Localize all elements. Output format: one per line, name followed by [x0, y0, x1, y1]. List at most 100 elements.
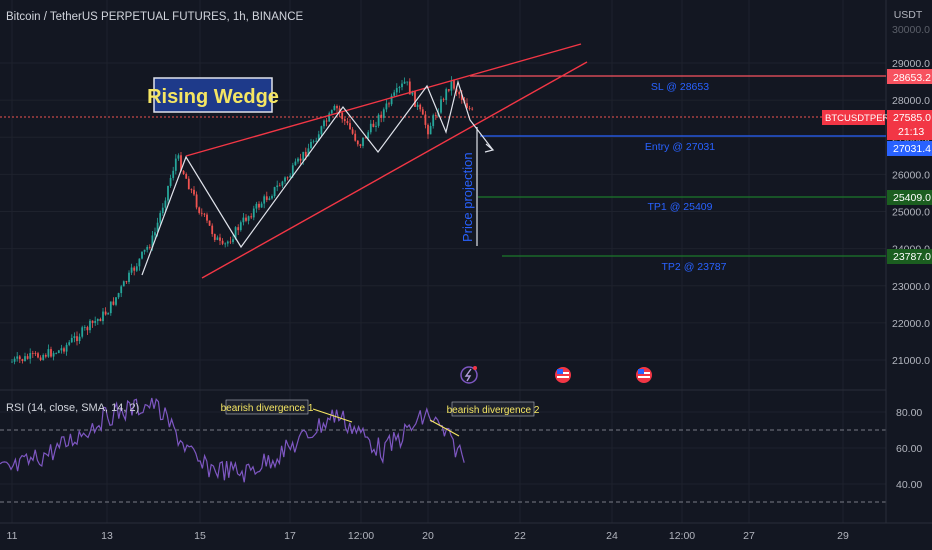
candle-body — [252, 208, 255, 218]
time-tick: 12:00 — [669, 530, 695, 542]
candle-body — [445, 89, 448, 101]
candle-body — [133, 267, 136, 271]
candle-body — [284, 177, 286, 182]
candle-body — [112, 301, 115, 305]
candle-body — [466, 103, 468, 109]
candle-body — [377, 114, 380, 126]
candle-body — [39, 357, 42, 361]
candle-body — [24, 356, 26, 361]
us-flag-event-icon[interactable] — [555, 367, 571, 383]
candle-body — [138, 258, 141, 267]
candle-body — [50, 349, 52, 357]
candle-body — [310, 141, 312, 149]
candle-body — [255, 203, 258, 209]
time-tick: 11 — [7, 530, 18, 542]
divergence-box-2[interactable] — [451, 401, 535, 417]
candle-body — [78, 336, 81, 342]
time-axis[interactable]: 11 13 15 17 12:00 20 22 24 12:00 27 29 — [7, 530, 849, 542]
candle-body — [453, 80, 455, 89]
candle-body — [341, 112, 344, 120]
candle-body — [393, 92, 396, 96]
candle-body — [390, 95, 393, 105]
candle-body — [55, 353, 58, 354]
candle-body — [382, 109, 385, 118]
candle-body — [291, 165, 294, 176]
candle-body — [182, 170, 185, 174]
candle-body — [278, 185, 281, 187]
candle-body — [125, 281, 128, 283]
candle-body — [18, 356, 21, 360]
divergence-line-2[interactable] — [429, 419, 460, 437]
candle-body — [424, 114, 427, 125]
candle-body — [263, 196, 266, 204]
candle-body — [141, 251, 143, 259]
sl-price-text: 28653.2 — [893, 72, 931, 84]
candle-body — [94, 320, 97, 323]
candle-body — [21, 359, 24, 361]
entry-label: Entry @ 27031 — [645, 141, 715, 153]
candle-body — [104, 311, 107, 315]
candle-body — [460, 94, 463, 101]
candle-body — [406, 81, 409, 83]
candle-body — [208, 220, 211, 226]
candle-body — [190, 189, 193, 191]
projection-label: Price projection — [460, 152, 475, 242]
flash-event-icon[interactable] — [460, 366, 478, 384]
candle-body — [221, 240, 224, 244]
price-tick: 29000.0 — [892, 58, 930, 70]
price-axis[interactable]: 29000.028000.027000.026000.025000.024000… — [892, 58, 930, 367]
candle-body — [250, 216, 253, 218]
divergence-label-1: bearish divergence 1 — [221, 403, 314, 414]
rsi-indicator-label[interactable]: RSI (14, close, SMA, 14, 2) — [6, 402, 139, 414]
candle-body — [403, 81, 406, 84]
candle-body — [31, 353, 34, 354]
candle-body — [375, 125, 377, 127]
symbol-title[interactable]: Bitcoin / TetherUS PERPETUAL FUTURES, 1h… — [6, 11, 304, 23]
currency-label[interactable]: USDT — [894, 9, 923, 21]
divergence-line-1[interactable] — [312, 408, 353, 423]
divergence-box-1[interactable] — [225, 399, 309, 415]
candle-body — [367, 132, 370, 139]
candle-body — [63, 348, 65, 352]
sl-label: SL @ 28653 — [651, 81, 709, 93]
candle-body — [427, 124, 429, 135]
candle-body — [349, 123, 351, 130]
candle-body — [164, 200, 167, 208]
price-tick: 25000.0 — [892, 207, 930, 219]
candle-body — [297, 158, 299, 162]
candle-body — [65, 344, 68, 352]
wedge-upper-line[interactable] — [185, 43, 582, 157]
candle-body — [26, 356, 29, 359]
candle-body — [323, 120, 325, 127]
candle-body — [128, 272, 130, 283]
candle-body — [245, 217, 247, 221]
candle-body — [76, 336, 78, 342]
entry-price-text: 27031.4 — [893, 143, 931, 155]
rsi-axis[interactable]: 80.00 60.00 40.00 — [896, 407, 922, 491]
candle-body — [338, 108, 341, 113]
candle-body — [315, 140, 318, 142]
wedge-lower-line[interactable] — [201, 61, 588, 279]
candle-body — [135, 266, 138, 271]
candle-body — [317, 134, 320, 141]
time-tick: 15 — [194, 530, 206, 542]
candle-body — [143, 249, 146, 252]
swing-zigzag[interactable] — [141, 79, 494, 276]
candle-body — [442, 99, 445, 101]
us-flag-event-icon-2[interactable] — [636, 367, 652, 383]
candle-body — [161, 207, 164, 214]
candle-body — [362, 137, 364, 146]
candle-body — [122, 281, 125, 287]
pattern-title-box[interactable] — [153, 77, 273, 113]
price-tick: 22000.0 — [892, 318, 930, 330]
candle-body — [185, 173, 188, 179]
candle-body — [388, 103, 390, 105]
time-tick: 17 — [284, 530, 296, 542]
candle-body — [206, 214, 208, 221]
price-grid — [0, 0, 886, 390]
time-tick: 22 — [514, 530, 526, 542]
candle-body — [458, 91, 461, 95]
candle-body — [167, 185, 169, 201]
candle-body — [294, 161, 297, 166]
